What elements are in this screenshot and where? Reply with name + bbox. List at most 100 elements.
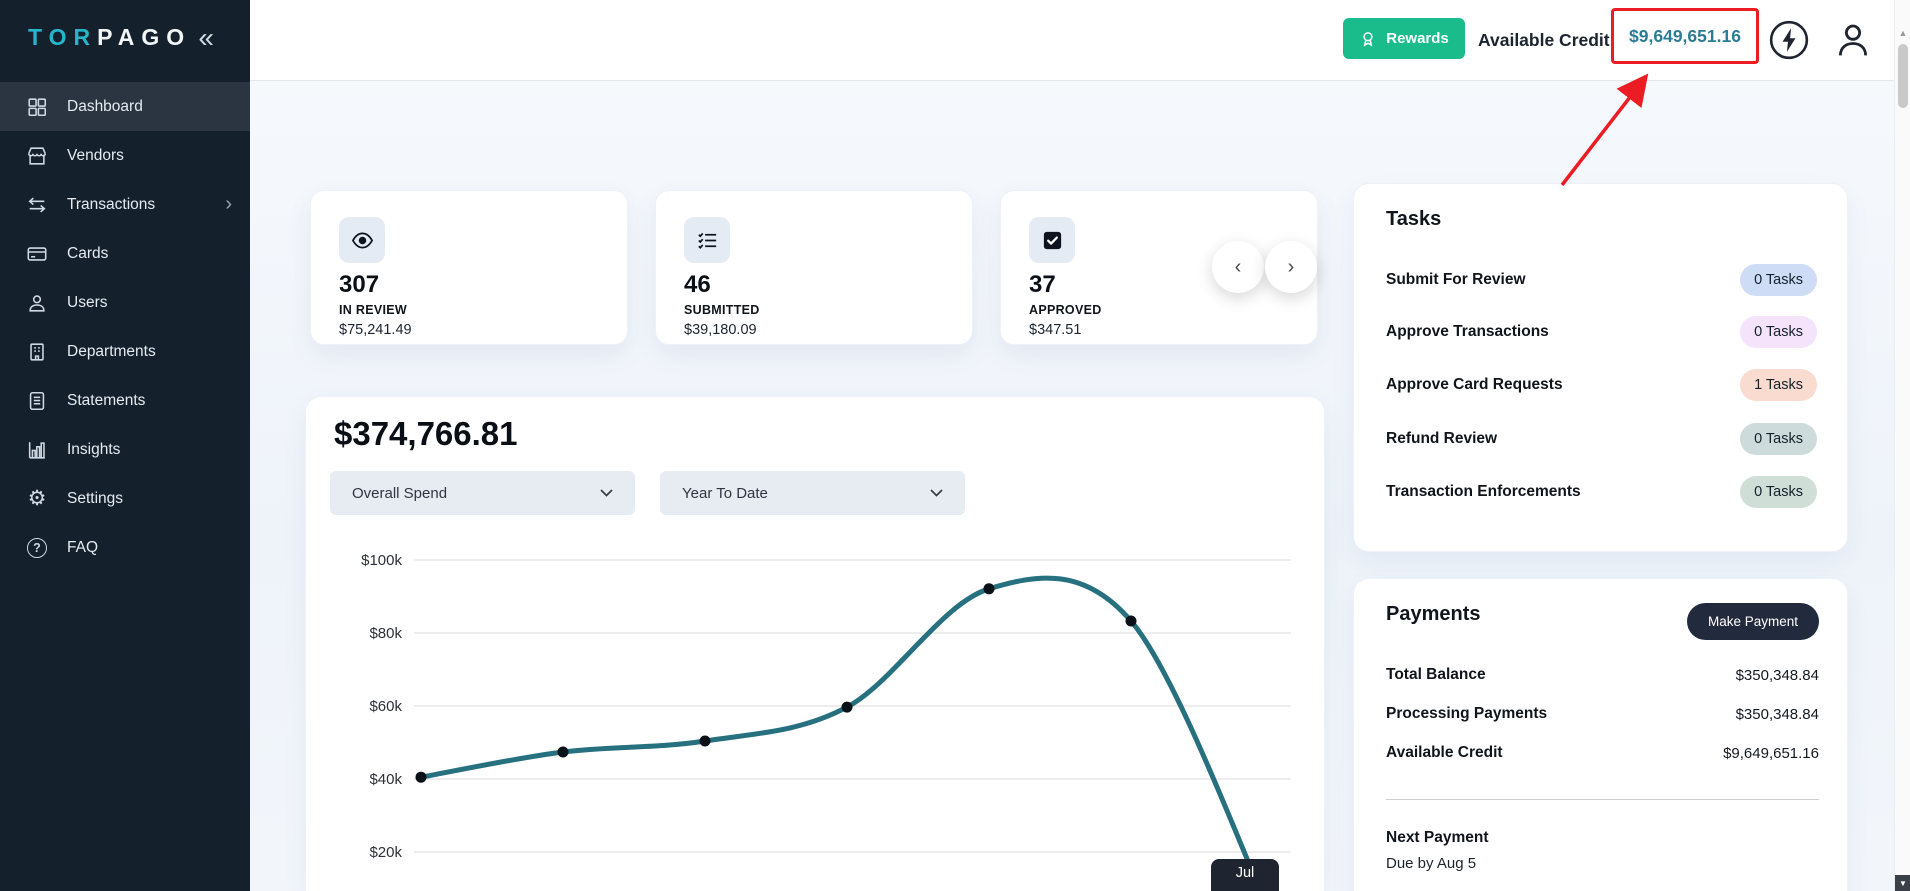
lightning-icon [1768, 19, 1812, 61]
sidebar-collapse-button[interactable]: « [198, 18, 214, 57]
sidebar-item-vendors[interactable]: Vendors [0, 131, 250, 180]
task-label: Submit For Review [1386, 270, 1526, 288]
sidebar-item-label: Statements [67, 391, 146, 409]
sidebar-item-label: FAQ [67, 538, 99, 556]
person-icon [1832, 19, 1876, 61]
svg-text:$60k: $60k [369, 698, 402, 715]
payments-row-value: $350,348.84 [1735, 705, 1819, 723]
task-count-badge: 0 Tasks [1740, 475, 1817, 508]
sidebar-item-label: Settings [67, 489, 124, 507]
sidebar-item-faq[interactable]: ? FAQ [0, 523, 250, 572]
date-range-select[interactable]: Year To Date [660, 471, 965, 515]
payments-panel: Payments Make Payment Total Balance $350… [1353, 578, 1848, 891]
payments-row-label: Available Credit [1386, 744, 1503, 761]
sidebar-item-cards[interactable]: Cards [0, 229, 250, 278]
task-label: Approve Card Requests [1386, 375, 1563, 393]
stat-count: 46 [684, 271, 711, 298]
stat-count: 307 [339, 271, 380, 298]
payments-row-value: $350,348.84 [1735, 666, 1819, 684]
available-credit-label: Available Credit [1478, 30, 1610, 50]
task-label: Transaction Enforcements [1386, 482, 1581, 500]
chevron-right-icon: › [225, 193, 232, 215]
divider [1386, 799, 1819, 800]
sidebar-item-label: Dashboard [67, 97, 143, 115]
svg-text:$40k: $40k [369, 771, 402, 788]
svg-text:$100k: $100k [361, 552, 402, 569]
torpago-logo: TORPAGO [28, 24, 191, 51]
sidebar-item-departments[interactable]: Departments [0, 327, 250, 376]
chart-tooltip-jul: Jul [1211, 859, 1279, 891]
sidebar-item-label: Cards [67, 244, 109, 262]
brand-primary: TOR [28, 24, 98, 50]
chevron-right-icon: › [1287, 255, 1295, 278]
sidebar-item-label: Vendors [67, 146, 124, 164]
spend-type-select[interactable]: Overall Spend [330, 471, 635, 515]
available-credit-value: $9,649,651.16 [1629, 25, 1741, 46]
stat-label: APPROVED [1029, 303, 1102, 317]
storefront-icon [24, 144, 50, 168]
logo-row: TORPAGO « [0, 0, 250, 80]
stat-card-submitted[interactable]: 46 SUBMITTED $39,180.09 [655, 190, 973, 345]
chevron-down-icon [930, 489, 943, 497]
sidebar-item-label: Transactions [67, 195, 156, 213]
tasks-panel: Tasks Submit For Review 0 Tasks Approve … [1353, 183, 1848, 552]
task-count-badge: 0 Tasks [1740, 315, 1817, 348]
overall-spend-total: $374,766.81 [334, 415, 518, 452]
make-payment-button[interactable]: Make Payment [1686, 603, 1819, 640]
quick-actions-button[interactable] [1768, 18, 1812, 62]
stat-count: 37 [1029, 271, 1056, 298]
bar-chart-icon [24, 438, 50, 462]
dashboard-grid-icon [24, 95, 50, 119]
task-count-badge: 0 Tasks [1740, 263, 1817, 296]
sidebar-item-transactions[interactable]: Transactions › [0, 180, 250, 229]
stat-card-in-review[interactable]: 307 IN REVIEW $75,241.49 [310, 190, 628, 345]
stat-label: IN REVIEW [339, 303, 407, 317]
carousel-prev-button[interactable]: ‹ [1212, 241, 1264, 293]
sidebar-item-dashboard[interactable]: Dashboard [0, 82, 250, 131]
credit-card-icon [24, 242, 50, 266]
scroll-up-arrow[interactable]: ▲ [1898, 28, 1908, 38]
stat-amount: $75,241.49 [339, 322, 412, 338]
spend-line-chart: $100k $80k $60k $40k $20k [361, 552, 1291, 891]
stat-card-approved[interactable]: 37 APPROVED $347.51 [1000, 190, 1318, 345]
task-row-refund-review[interactable]: Refund Review 0 Tasks [1386, 422, 1817, 455]
task-label: Approve Transactions [1386, 322, 1549, 340]
sidebar-item-users[interactable]: Users [0, 278, 250, 327]
payments-row-label: Total Balance [1386, 666, 1486, 683]
spend-chart-card: $374,766.81 Overall Spend Year To Date $… [305, 396, 1325, 891]
payments-row-value: $9,649,651.16 [1723, 744, 1819, 762]
scroll-down-arrow[interactable]: ▼ [1895, 875, 1910, 891]
brand-secondary: PAGO [97, 24, 192, 50]
profile-button[interactable] [1832, 18, 1876, 62]
sidebar-item-settings[interactable]: ⚙ Settings [0, 474, 250, 523]
sidebar-item-statements[interactable]: Statements [0, 376, 250, 425]
stat-amount: $39,180.09 [684, 322, 757, 338]
stat-label: SUBMITTED [684, 303, 760, 317]
scrollbar-thumb[interactable] [1898, 44, 1908, 108]
annotation-red-box: $9,649,651.16 [1611, 8, 1759, 64]
task-row-approve-transactions[interactable]: Approve Transactions 0 Tasks [1386, 315, 1817, 348]
next-payment-label: Next Payment [1386, 829, 1489, 846]
checklist-icon [684, 217, 730, 263]
date-range-value: Year To Date [682, 484, 768, 502]
chevron-down-icon [600, 489, 613, 497]
task-row-transaction-enforcements[interactable]: Transaction Enforcements 0 Tasks [1386, 475, 1817, 508]
gear-icon: ⚙ [27, 487, 47, 510]
document-icon [24, 389, 50, 413]
checkbox-checked-icon [1029, 217, 1075, 263]
page-scrollbar[interactable]: ▲ ▼ [1894, 0, 1910, 891]
sidebar-item-insights[interactable]: Insights [0, 425, 250, 474]
spend-type-value: Overall Spend [352, 484, 448, 502]
task-count-badge: 1 Tasks [1740, 368, 1817, 401]
next-payment-due: Due by Aug 5 [1386, 855, 1477, 872]
task-row-approve-card-requests[interactable]: Approve Card Requests 1 Tasks [1386, 368, 1817, 401]
transfer-arrows-icon [24, 193, 50, 217]
sidebar-item-label: Departments [67, 342, 156, 360]
rewards-button[interactable]: Rewards [1343, 18, 1465, 59]
carousel-next-button[interactable]: › [1265, 241, 1317, 293]
sidebar-item-label: Insights [67, 440, 121, 458]
tasks-title: Tasks [1386, 208, 1442, 230]
sidebar-nav: Dashboard Vendors Transactions › Cards [0, 82, 250, 572]
task-row-submit-for-review[interactable]: Submit For Review 0 Tasks [1386, 263, 1817, 296]
